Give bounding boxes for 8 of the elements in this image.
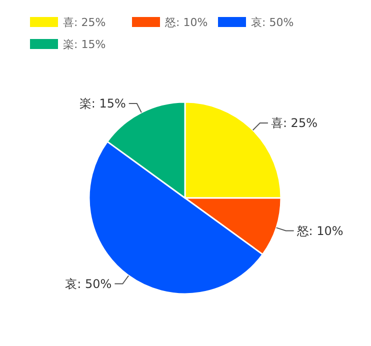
legend-label: 哀: 50% xyxy=(251,16,294,29)
slice-label: 哀: 50% xyxy=(65,276,112,291)
legend-label: 楽: 15% xyxy=(63,38,106,51)
legend-label: 怒: 10% xyxy=(164,16,208,29)
slice-label: 楽: 15% xyxy=(79,96,126,111)
legend-label: 喜: 25% xyxy=(63,16,106,29)
slice-label: 怒: 10% xyxy=(296,224,344,238)
slice-label: 喜: 25% xyxy=(270,116,318,130)
